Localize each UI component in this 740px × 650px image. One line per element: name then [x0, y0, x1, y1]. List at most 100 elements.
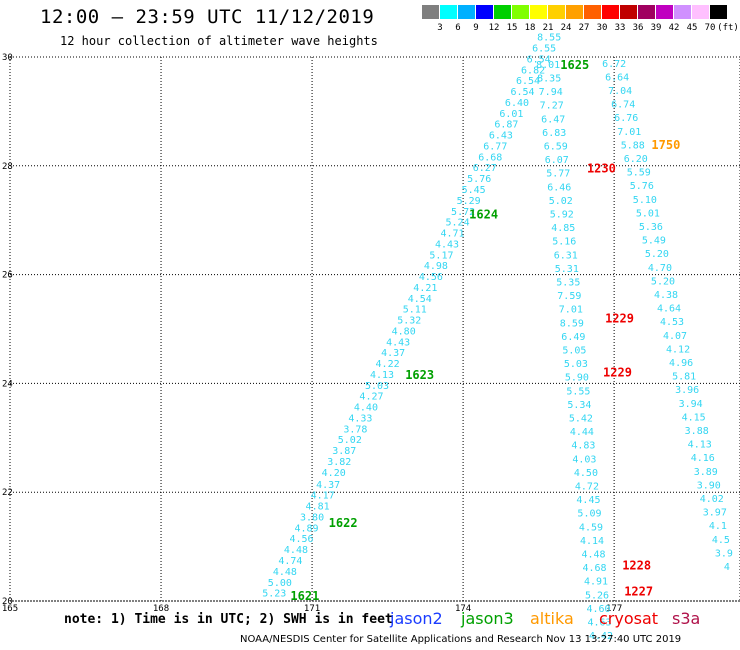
swh-value: 4.48	[581, 549, 605, 560]
time-label: 1227	[624, 585, 653, 599]
time-label: 1622	[329, 516, 358, 530]
swh-value: 4.37	[316, 480, 340, 491]
swh-value: 4.07	[663, 331, 687, 342]
swh-value: 8.55	[537, 33, 561, 44]
swh-value: 5.55	[566, 386, 590, 397]
legend-label: 15	[506, 23, 518, 33]
y-tick-label: 24	[2, 379, 13, 389]
swh-value: 5.23	[262, 589, 286, 600]
swh-value: 5.02	[549, 196, 573, 207]
footer-credit: NOAA/NESDIS Center for Satellite Applica…	[240, 634, 682, 645]
swh-value: 5.88	[621, 140, 645, 151]
swh-value: 7.27	[540, 101, 564, 112]
swh-value: 3.96	[675, 385, 699, 396]
swh-value: 4.21	[413, 283, 437, 294]
swh-value: 7.59	[557, 291, 581, 302]
color-legend: 3 6 9 12 15 18 21 24 27 30 33 36 39 42 45 70 (ft)	[422, 5, 739, 35]
swh-value: 8.01	[536, 60, 560, 71]
swh-value: 7.01	[617, 127, 641, 138]
swh-value: 6.68	[478, 152, 502, 163]
swh-value: 4.16	[691, 453, 715, 464]
legend-label: (ft)	[717, 23, 739, 33]
swh-value: 4.50	[574, 468, 598, 479]
swh-value: 4.45	[576, 495, 600, 506]
swh-value: 4.20	[322, 468, 346, 479]
legend-label: 24	[560, 23, 572, 33]
swh-value: 6.43	[489, 131, 513, 142]
swh-value: 5.20	[645, 249, 669, 260]
time-label: 1229	[605, 311, 634, 325]
time-label: 1625	[560, 58, 589, 72]
swh-value: 5.00	[268, 578, 292, 589]
swh-value: 5.01	[636, 208, 660, 219]
swh-value: 4.42	[589, 631, 613, 642]
swh-value: 5.81	[672, 372, 696, 383]
x-tick-label: 165	[2, 604, 18, 614]
x-tick-label: 171	[304, 604, 320, 614]
swh-value: 4.22	[376, 359, 400, 370]
time-label: 1230	[587, 161, 616, 175]
swh-value: 4.60	[586, 604, 610, 615]
legend-swatch	[548, 5, 565, 19]
swh-value: 6.47	[541, 114, 565, 125]
sat-label-cryosat: cryosat	[599, 609, 659, 628]
map-subtitle: 12 hour collection of altimeter wave hei…	[60, 34, 378, 48]
time-label: 1624	[469, 208, 498, 222]
swh-value: 4.72	[575, 481, 599, 492]
swh-value: 6.46	[547, 182, 571, 193]
swh-value: 5.11	[403, 305, 427, 316]
legend-swatch	[422, 5, 439, 19]
swh-value: 4.48	[284, 545, 308, 556]
legend-label: 6	[455, 23, 461, 33]
swh-value: 6.77	[483, 141, 507, 152]
legend-label: 12	[488, 23, 500, 33]
swh-value: 8.35	[537, 73, 561, 84]
swh-value: 4.71	[440, 229, 464, 240]
swh-value: 5.02	[338, 435, 362, 446]
swh-value: 6.83	[542, 128, 566, 139]
time-label: 1750	[651, 138, 680, 152]
legend-label: 30	[596, 23, 608, 33]
swh-value: 4.02	[700, 494, 724, 505]
swh-value: 5.76	[630, 181, 654, 192]
swh-value: 4.44	[570, 427, 594, 438]
swh-value: 4.5	[712, 535, 730, 546]
swh-value: 3.90	[697, 480, 721, 491]
swh-value: 6.54	[510, 87, 534, 98]
swh-value: 4.27	[359, 392, 383, 403]
legend-swatch	[638, 5, 655, 19]
note-text: note: 1) Time is in UTC; 2) SWH is in fe…	[64, 612, 393, 627]
time-label: 1228	[622, 558, 651, 572]
swh-value: 4.17	[311, 491, 335, 502]
swh-value: 5.72	[451, 207, 475, 218]
swh-value: 4.40	[354, 403, 378, 414]
swh-value: 6.54	[516, 76, 540, 87]
swh-value: 5.49	[642, 236, 666, 247]
swh-value: 4	[724, 562, 730, 573]
legend-label: 70	[704, 23, 716, 33]
time-label: 1623	[405, 368, 434, 382]
swh-value: 5.77	[546, 169, 570, 180]
swh-value: 6.59	[544, 141, 568, 152]
swh-value: 4.89	[294, 523, 318, 534]
swh-value: 5.90	[565, 373, 589, 384]
swh-value: 4.98	[424, 261, 448, 272]
legend-swatch	[512, 5, 529, 19]
swh-value: 3.87	[332, 446, 356, 457]
swh-value: 4.81	[306, 502, 330, 513]
swh-value: 5.92	[550, 209, 574, 220]
swh-value: 5.32	[397, 316, 421, 327]
swh-value: 3.82	[327, 457, 351, 468]
legend-label: 39	[650, 23, 662, 33]
y-tick-label: 26	[2, 271, 13, 281]
swh-value: 5.29	[457, 196, 481, 207]
swh-value: 4.68	[582, 563, 606, 574]
swh-value: 7.04	[608, 86, 632, 97]
swh-value: 6.40	[505, 98, 529, 109]
map-title: 12:00 — 23:59 UTC 11/12/2019	[40, 6, 375, 28]
swh-value: 6.74	[611, 100, 635, 111]
swh-value: 5.10	[633, 195, 657, 206]
legend-label: 27	[578, 23, 590, 33]
legend-swatch	[674, 5, 691, 19]
swh-value: 4.12	[666, 344, 690, 355]
